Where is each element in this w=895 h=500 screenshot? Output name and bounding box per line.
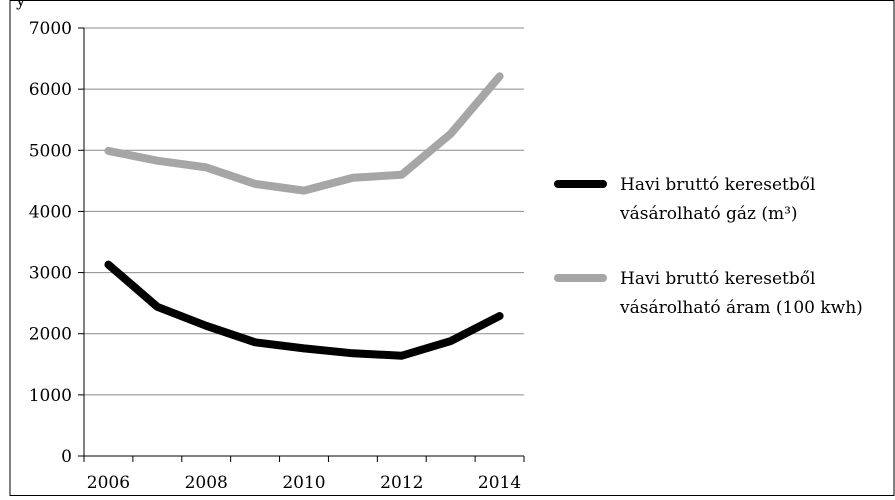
series-1-point-2009 — [255, 183, 256, 184]
legend-label-electricity-line2: vásárolható áram (100 kwh) — [619, 298, 863, 318]
y-tick-label-3000: 3000 — [29, 264, 72, 284]
series-1-point-2013 — [450, 133, 451, 134]
series-1-point-2007 — [157, 160, 158, 161]
legend-label-electricity-line1: Havi bruttó keresetből — [620, 269, 815, 289]
y-tick-labels: 0 1000 2000 3000 4000 5000 6000 7000 — [29, 19, 72, 467]
legend: Havi bruttó keresetből vásárolható gáz (… — [554, 175, 863, 318]
series-0-point-2008 — [206, 325, 207, 326]
series-0-point-2013 — [450, 341, 451, 342]
x-tick-labels: 2006 2008 2010 2012 2014 — [87, 473, 521, 493]
series-1-point-2006 — [108, 150, 109, 151]
y-tick-label-0: 0 — [61, 447, 72, 467]
series-0-point-2011 — [352, 353, 353, 354]
series-1-point-2011 — [352, 177, 353, 178]
series-0-point-2012 — [401, 355, 402, 356]
series-1-point-2010 — [304, 190, 305, 191]
legend-label-gas-line2: vásárolható gáz (m³) — [619, 204, 798, 224]
y-tick-label-5000: 5000 — [29, 141, 72, 161]
axes — [78, 27, 525, 462]
series-1-point-2014 — [499, 76, 500, 77]
series-0-point-2010 — [304, 348, 305, 349]
series-line-0 — [104, 260, 504, 360]
x-tick-label-2006: 2006 — [87, 473, 130, 493]
y-tick-label-2000: 2000 — [29, 325, 72, 345]
series-0-point-2014 — [499, 315, 500, 316]
series-line-1 — [104, 72, 504, 195]
y-unit-label: y — [15, 0, 26, 11]
legend-label-gas-line1: Havi bruttó keresetből — [620, 175, 815, 195]
series-0-point-2009 — [255, 342, 256, 343]
series-0-point-2006 — [108, 264, 109, 265]
y-tick-label-4000: 4000 — [29, 202, 72, 222]
series-lines — [104, 72, 504, 360]
y-tick-label-1000: 1000 — [29, 386, 72, 406]
y-tick-label-6000: 6000 — [29, 80, 72, 100]
series-0-point-2007 — [157, 306, 158, 307]
x-tick-label-2014: 2014 — [478, 473, 521, 493]
x-tick-label-2010: 2010 — [282, 473, 325, 493]
series-1-point-2008 — [206, 167, 207, 168]
y-tick-label-7000: 7000 — [29, 19, 72, 39]
series-1-point-2012 — [401, 174, 402, 175]
gridlines — [84, 27, 524, 396]
x-tick-label-2008: 2008 — [185, 473, 228, 493]
x-tick-label-2012: 2012 — [380, 473, 423, 493]
chart-border — [9, 0, 895, 496]
